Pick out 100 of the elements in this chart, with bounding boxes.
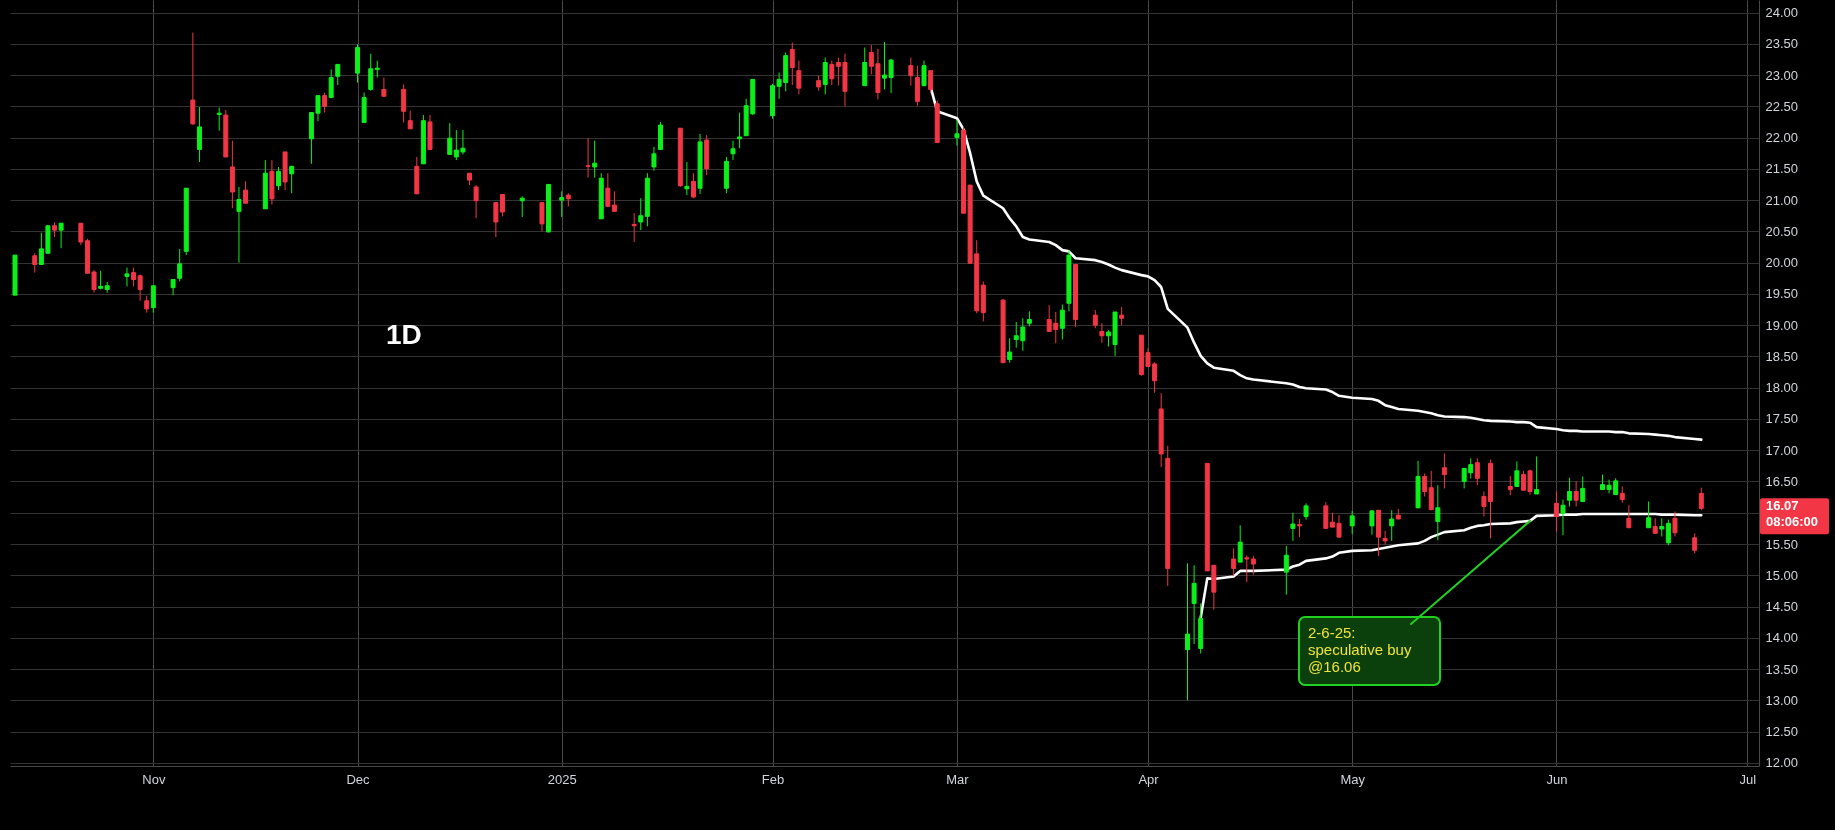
candlestick: [1672, 511, 1678, 538]
candlestick: [737, 112, 743, 149]
y-tick-label: 20.00: [1765, 255, 1799, 271]
candlestick: [1422, 472, 1428, 497]
candlestick: [1059, 304, 1065, 341]
candlestick: [730, 140, 736, 161]
candlestick: [1573, 480, 1579, 507]
candlestick: [473, 184, 479, 219]
y-tick-label: 13.50: [1765, 661, 1799, 677]
y-tick-label: 13.00: [1765, 692, 1799, 708]
candlestick: [559, 190, 565, 218]
candlestick: [684, 161, 690, 196]
candlestick: [243, 180, 249, 204]
candlestick: [1369, 509, 1375, 536]
candlestick: [275, 166, 281, 191]
candlestick: [1626, 504, 1632, 529]
candlestick: [1185, 562, 1191, 701]
candlestick: [914, 65, 920, 107]
candlestick: [631, 212, 637, 243]
candlestick: [322, 92, 328, 114]
candlestick: [1659, 517, 1665, 538]
candlestick: [796, 60, 802, 95]
candlestick: [789, 42, 795, 86]
candlestick: [1237, 524, 1243, 563]
candlestick: [1534, 455, 1540, 495]
x-tick-label: Jun: [1546, 771, 1568, 787]
candlestick: [1290, 512, 1296, 542]
y-tick-label: 21.50: [1765, 161, 1799, 177]
y-tick-label: 16.50: [1765, 473, 1799, 489]
candlestick: [1349, 510, 1355, 535]
x-tick-label: Feb: [761, 771, 785, 787]
candlestick: [1283, 545, 1289, 596]
x-tick-label: May: [1340, 771, 1366, 787]
y-tick-label: 14.50: [1765, 599, 1799, 615]
candlestick: [1323, 501, 1329, 529]
candlestick: [605, 172, 611, 207]
candlestick: [1560, 499, 1566, 536]
y-tick-label: 18.50: [1765, 348, 1799, 364]
y-tick-label: 23.50: [1765, 36, 1799, 52]
candlestick: [908, 57, 914, 87]
candlestick: [401, 83, 407, 124]
candlestick: [328, 68, 334, 99]
candlestick: [1692, 532, 1698, 554]
y-tick-label: 21.00: [1765, 192, 1799, 208]
candlestick: [289, 165, 295, 194]
candlestick: [1389, 509, 1395, 542]
candlestick: [137, 274, 143, 302]
y-tick-label: 24.00: [1765, 5, 1799, 21]
y-tick-label: 17.50: [1765, 411, 1799, 427]
x-tick-label: Dec: [346, 771, 371, 787]
candlestick: [651, 146, 657, 172]
annotation: 2-6-25: speculative buy @16.06: [1308, 624, 1412, 675]
candlestick: [1441, 452, 1447, 489]
candlestick: [190, 32, 196, 126]
candlestick: [131, 267, 137, 287]
candlestick: [381, 77, 387, 97]
y-tick-label: 17.00: [1765, 442, 1799, 458]
candlestick: [1553, 490, 1559, 533]
candlestick: [928, 70, 934, 94]
y-tick-label: 14.00: [1765, 630, 1799, 646]
x-tick-label: Apr: [1138, 771, 1160, 787]
candlestick: [58, 222, 64, 249]
candlestick: [539, 202, 545, 232]
x-tick-label: 2025: [547, 771, 577, 787]
y-tick-label: 12.00: [1765, 755, 1799, 771]
candlestick: [822, 57, 828, 95]
candlestick: [585, 137, 591, 179]
candlestick: [1007, 337, 1013, 364]
candlestick: [1646, 501, 1652, 529]
candlestick: [196, 106, 202, 163]
candlestick: [1191, 564, 1197, 645]
candlestick: [335, 63, 341, 86]
candlestick: [1435, 484, 1441, 541]
candlestick: [236, 186, 242, 264]
candlestick: [150, 285, 156, 314]
candlestick: [1514, 460, 1520, 487]
candlestick: [954, 119, 960, 147]
y-tick-label: 20.50: [1765, 223, 1799, 239]
candlestick: [124, 267, 130, 287]
candlestick: [447, 122, 453, 155]
candlestick: [829, 60, 835, 86]
candlestick: [592, 140, 598, 179]
candlestick: [1580, 475, 1586, 502]
candlestick: [1567, 477, 1573, 507]
text: 1D: [386, 319, 422, 350]
candlestick: [1250, 555, 1256, 576]
candlestick: [177, 248, 183, 282]
candlestick: [638, 197, 644, 231]
candlestick: [921, 60, 927, 87]
candlestick: [216, 107, 222, 132]
y-tick-label: 19.50: [1765, 286, 1799, 302]
candlestick: [611, 190, 617, 212]
candlestick: [1119, 306, 1125, 326]
candlestick: [1698, 487, 1704, 511]
y-tick-label: 18.00: [1765, 380, 1799, 396]
candlestick: [368, 53, 374, 92]
text: 16.07 08:06:00: [1766, 498, 1819, 530]
candlestick: [32, 252, 38, 274]
x-tick-label: Nov: [142, 771, 166, 787]
candlestick: [1244, 554, 1250, 583]
